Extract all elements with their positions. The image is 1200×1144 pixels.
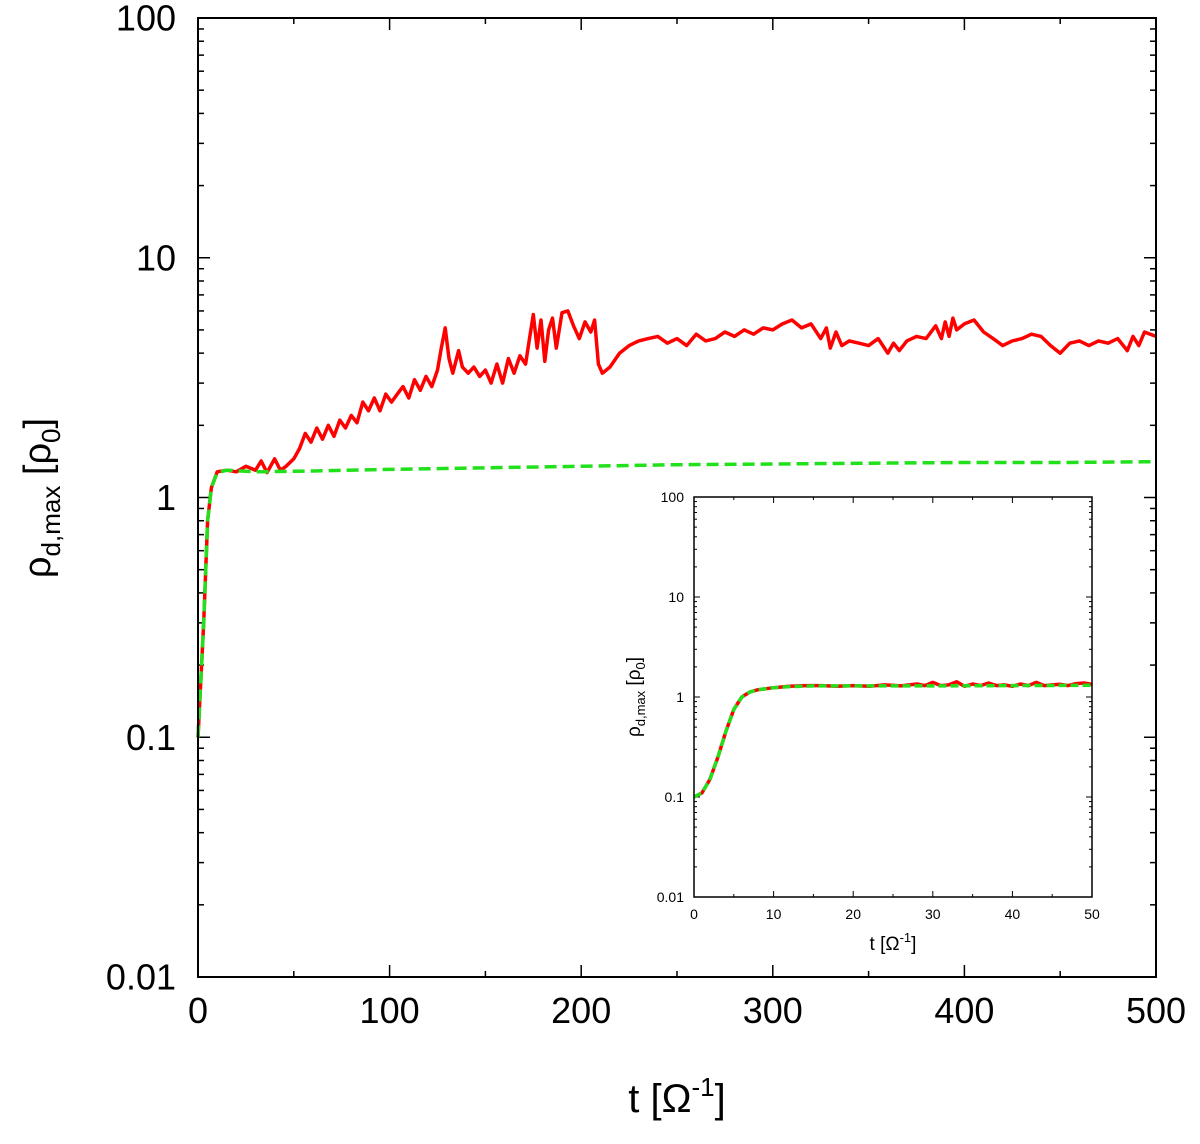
inset-x-tick-label: 20 <box>845 906 861 922</box>
main-series-green-line <box>196 459 1157 738</box>
inset-y-tick-label: 100 <box>661 489 685 505</box>
inset-plot: 0 10 20 30 40 50 0.01 0.1 1 10 100 t [Ω-1] ρd,max … <box>624 489 1100 955</box>
inset-x-axis-label: t [Ω-1] <box>870 930 917 955</box>
main-y-axis-label: ρd,max [ρ0] <box>17 418 66 578</box>
inset-y-tick-label: 0.01 <box>657 889 684 905</box>
inset-x-tick-label: 30 <box>925 906 941 922</box>
main-series-red-line <box>196 309 1157 738</box>
inset-x-tick-label: 0 <box>690 906 698 922</box>
main-x-tick-label: 200 <box>551 990 611 1031</box>
main-x-tick-label: 400 <box>934 990 994 1031</box>
inset-background <box>694 497 1092 897</box>
inset-y-tick-label: 1 <box>676 689 684 705</box>
inset-y-tick-label: 10 <box>668 589 684 605</box>
main-y-tick-label: 0.1 <box>126 717 176 758</box>
main-x-tick-label: 100 <box>360 990 420 1031</box>
main-series <box>196 309 1157 738</box>
inset-series-red-line <box>693 680 1093 799</box>
inset-x-tick-label: 10 <box>766 906 782 922</box>
main-x-tick-label: 300 <box>743 990 803 1031</box>
main-x-axis-label: t [Ω-1] <box>628 1072 726 1121</box>
main-y-tick-label: 1 <box>156 477 176 518</box>
main-y-tick-label: 0.01 <box>106 957 176 998</box>
inset-tick-labels: 0 10 20 30 40 50 0.01 0.1 1 10 100 <box>657 489 1100 922</box>
inset-series-green-line <box>693 683 1093 799</box>
inset-plot-frame <box>693 496 1093 898</box>
main-x-tick-label: 500 <box>1126 990 1186 1031</box>
main-plot-frame <box>197 17 1157 978</box>
inset-x-tick-label: 40 <box>1005 906 1021 922</box>
inset-series <box>693 680 1093 799</box>
main-y-tick-label: 10 <box>136 237 176 278</box>
main-x-tick-label: 0 <box>188 990 208 1031</box>
main-y-tick-label: 100 <box>116 0 176 39</box>
inset-y-tick-label: 0.1 <box>665 789 685 805</box>
inset-y-axis-label: ρd,max [ρ0] <box>624 657 648 737</box>
inset-x-tick-label: 50 <box>1084 906 1100 922</box>
